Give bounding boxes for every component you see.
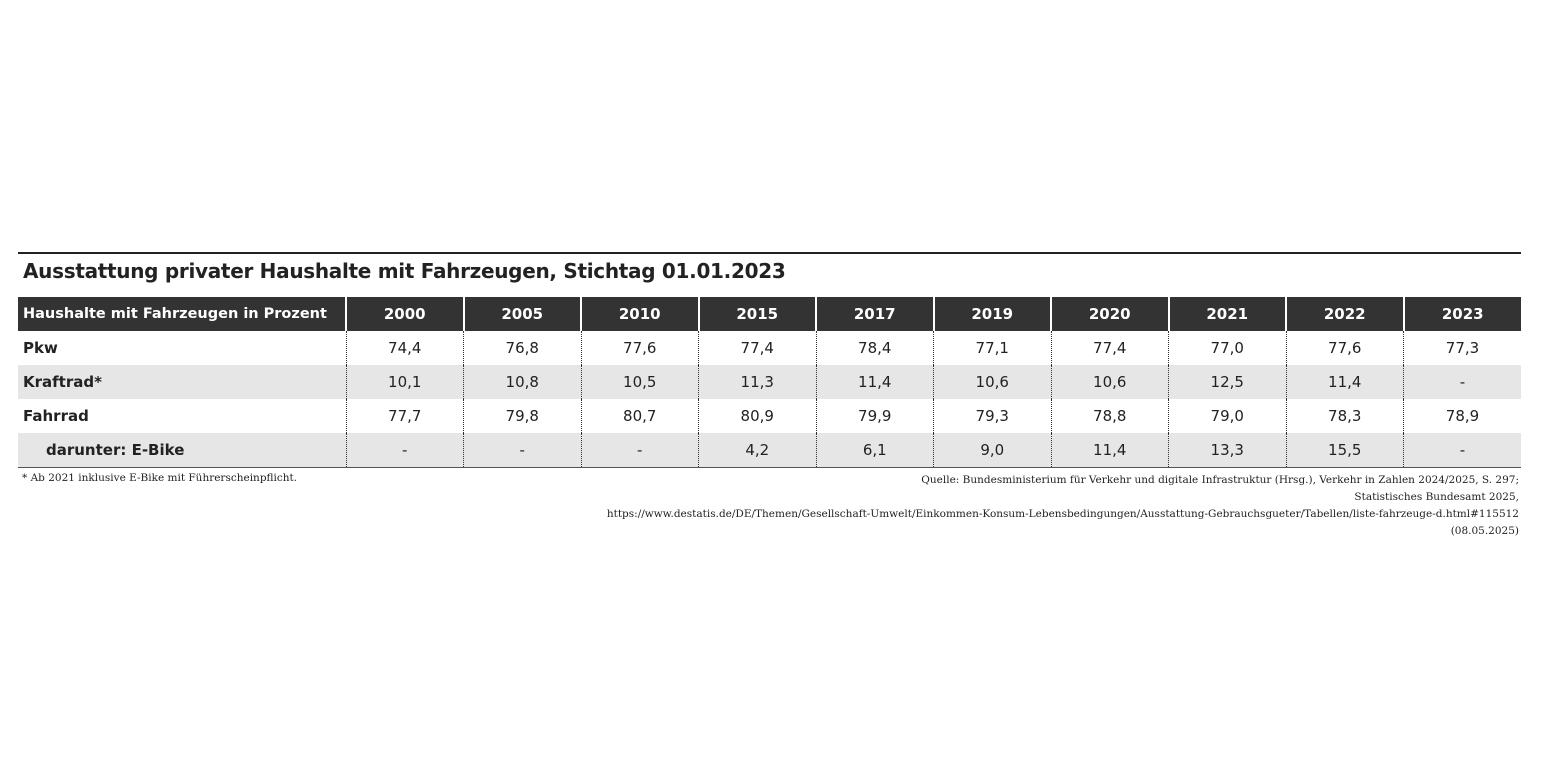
cell-value: 12,5: [1168, 365, 1286, 399]
cell-value: -: [580, 433, 699, 468]
column-header: 2019: [932, 297, 1051, 331]
cell-value: -: [1403, 365, 1521, 399]
cell-value: 78,4: [815, 331, 934, 365]
cell-value: 74,4: [345, 331, 464, 365]
cell-value: 77,6: [1285, 331, 1404, 365]
cell-value: 78,8: [1050, 399, 1169, 433]
cell-value: 10,1: [345, 365, 464, 399]
row-label: Fahrrad: [23, 407, 89, 425]
column-header: 2022: [1285, 297, 1404, 331]
column-header: 2000: [345, 297, 464, 331]
cell-value: 79,3: [933, 399, 1051, 433]
footnote: * Ab 2021 inklusive E-Bike mit Führersch…: [22, 472, 298, 484]
source: Quelle: Bundesministerium für Verkehr un…: [607, 472, 1519, 540]
table-title: Ausstattung privater Haushalte mit Fahrz…: [23, 259, 786, 283]
column-header: 2021: [1167, 297, 1286, 331]
cell-value: 77,7: [345, 399, 464, 433]
cell-value: 11,4: [815, 365, 934, 399]
column-header: 2017: [815, 297, 934, 331]
cell-value: 13,3: [1168, 433, 1286, 468]
cell-value: 11,4: [1285, 365, 1404, 399]
table-body: Pkw 74,4 76,8 77,6 77,4 78,4 77,1 77,4 77,0 77,6 7…: [18, 331, 1521, 468]
source-line: (08.05.2025): [1450, 525, 1519, 537]
cell-value: 77,4: [1050, 331, 1169, 365]
cell-value: -: [345, 433, 464, 468]
data-table: Haushalte mit Fahrzeugen in Prozent 2000 2…: [18, 297, 1521, 468]
row-label: Kraftrad*: [18, 365, 346, 399]
column-header: 2020: [1050, 297, 1169, 331]
cell-value: 80,7: [580, 399, 699, 433]
cell-value: 77,3: [1403, 331, 1521, 365]
cell-value: 10,6: [1050, 365, 1169, 399]
row-label: darunter: E-Bike: [18, 433, 346, 468]
top-rule: [18, 252, 1521, 254]
cell-value: 77,1: [933, 331, 1051, 365]
cell-value: 11,3: [698, 365, 816, 399]
cell-value: 77,4: [698, 331, 816, 365]
cell-value: 10,6: [933, 365, 1051, 399]
column-header: 2005: [462, 297, 581, 331]
cell-value: 15,5: [1285, 433, 1404, 468]
cell-value: 10,8: [463, 365, 581, 399]
column-header: 2015: [697, 297, 816, 331]
cell-value: 78,3: [1285, 399, 1404, 433]
cell-value: 11,4: [1050, 433, 1169, 468]
row-header-title: Haushalte mit Fahrzeugen in Prozent: [18, 297, 346, 331]
column-header: 2023: [1402, 297, 1521, 331]
cell-value: 9,0: [933, 433, 1051, 468]
source-line: https://www.destatis.de/DE/Themen/Gesell…: [606, 508, 1519, 520]
cell-value: 6,1: [815, 433, 934, 468]
source-line: Statistisches Bundesamt 2025,: [1354, 491, 1519, 503]
cell-value: 79,8: [463, 399, 581, 433]
table-row: Pkw 74,4 76,8 77,6 77,4 78,4 77,1 77,4 77,0 77,6 7…: [18, 331, 1521, 365]
cell-value: -: [463, 433, 581, 468]
cell-value: 80,9: [698, 399, 816, 433]
cell-value: 77,0: [1168, 331, 1286, 365]
cell-value: 78,9: [1403, 399, 1521, 433]
cell-value: -: [1403, 433, 1521, 468]
header-row: Haushalte mit Fahrzeugen in Prozent 2000 2…: [18, 297, 1521, 331]
cell-value: 10,5: [580, 365, 699, 399]
cell-value: 79,9: [815, 399, 934, 433]
table-row: Fahrrad 77,7 79,8 80,7 80,9 79,9 79,3 78,8 79,0 7…: [18, 399, 1521, 433]
cell-value: 77,6: [580, 331, 699, 365]
source-line: Quelle: Bundesministerium für Verkehr un…: [921, 474, 1519, 486]
table-row: Kraftrad* 10,1 10,8 10,5 11,3 11,4 10,6 10,6 12,…: [18, 365, 1521, 399]
table-row: darunter: E-Bike - - -4,2 6,1 9,0 11,4 13,3 15,5…: [18, 433, 1521, 468]
row-label: Pkw: [23, 339, 58, 357]
cell-value: 76,8: [463, 331, 581, 365]
column-header: 2010: [580, 297, 699, 331]
cell-value: 4,2: [698, 433, 816, 468]
cell-value: 79,0: [1168, 399, 1286, 433]
